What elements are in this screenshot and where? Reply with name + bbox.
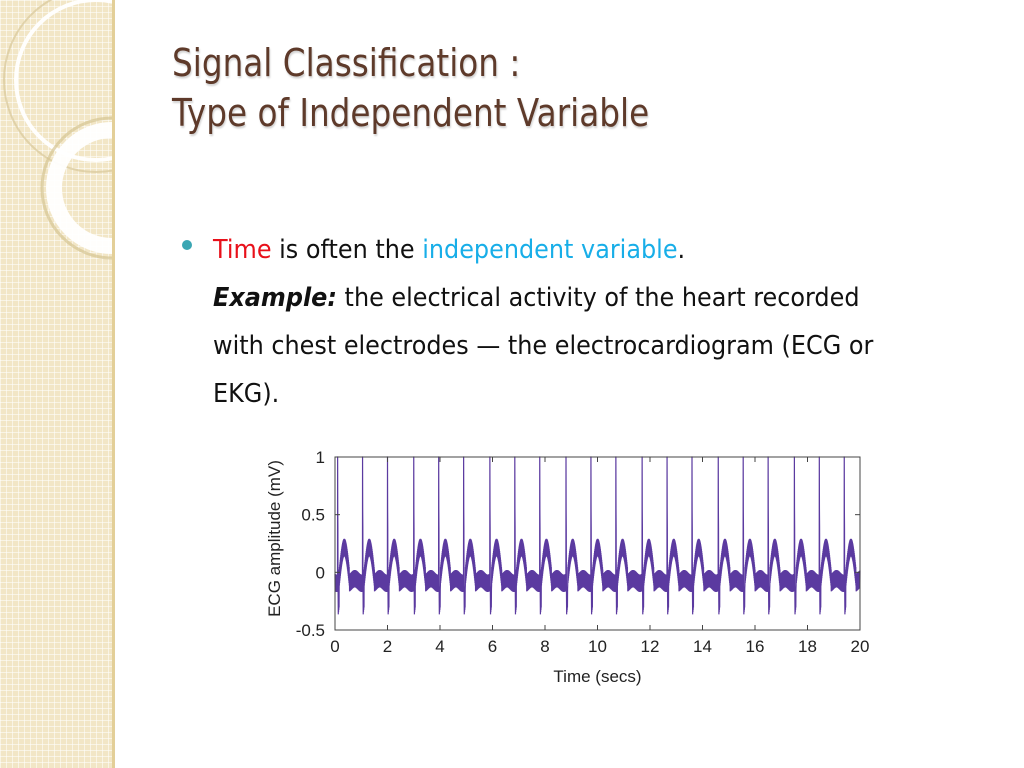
- ecg-trace-group: [334, 456, 861, 615]
- independent-variable-highlight: independent variable: [422, 235, 678, 265]
- example-label: Example:: [213, 283, 337, 313]
- x-axis-label: Time (secs): [553, 667, 641, 686]
- ring-ornament-top: [14, 0, 112, 162]
- example-text: the electrical activity of the heart rec…: [213, 283, 874, 409]
- y-tick-label: 0: [316, 563, 325, 582]
- x-tick-label: 4: [435, 637, 444, 656]
- x-tick-label: 14: [693, 637, 712, 656]
- y-tick-label: 1: [316, 448, 325, 467]
- ring-ornaments: [3, 0, 112, 260]
- axis-ticks: 0 2 4 6 8 10 12 14 16 18 20 -0.5 0 0.5 1: [296, 448, 870, 656]
- bullet-text-1: is often the: [271, 235, 423, 265]
- slide-title-line-1: Signal Classification :: [172, 41, 521, 85]
- y-tick-label: 0.5: [301, 506, 325, 525]
- time-word: Time: [213, 235, 272, 265]
- bullet-list: Time is often the independent variable. E…: [182, 226, 962, 418]
- ecg-series-line: [334, 456, 861, 615]
- bullet-dot-icon: [182, 240, 192, 250]
- bullet-text-2: .: [677, 235, 686, 265]
- ecg-chart: 0 2 4 6 8 10 12 14 16 18 20 -0.5 0 0.5 1 Time (secs) E…: [265, 448, 870, 686]
- x-tick-label: 6: [488, 637, 497, 656]
- x-tick-label: 20: [851, 637, 870, 656]
- slide-title: Signal Classification : Type of Independ…: [172, 38, 649, 138]
- y-tick-label: -0.5: [296, 621, 325, 640]
- bullet-item: Time is often the independent variable. E…: [213, 226, 894, 418]
- x-tick-label: 2: [383, 637, 392, 656]
- ring-ornament-bottom-shadow: [40, 116, 112, 260]
- ring-ornament-bottom: [46, 122, 112, 254]
- x-tick-label: 16: [746, 637, 765, 656]
- x-tick-label: 18: [798, 637, 817, 656]
- x-tick-label: 10: [588, 637, 607, 656]
- x-tick-label: 8: [540, 637, 549, 656]
- y-axis-label: ECG amplitude (mV): [265, 460, 284, 617]
- ring-ornament-top-shadow: [3, 0, 112, 173]
- x-tick-label: 0: [330, 637, 339, 656]
- x-tick-label: 12: [641, 637, 660, 656]
- slide-title-line-2: Type of Independent Variable: [172, 91, 650, 135]
- side-decoration-band: [0, 0, 112, 768]
- side-band-edge: [112, 0, 115, 768]
